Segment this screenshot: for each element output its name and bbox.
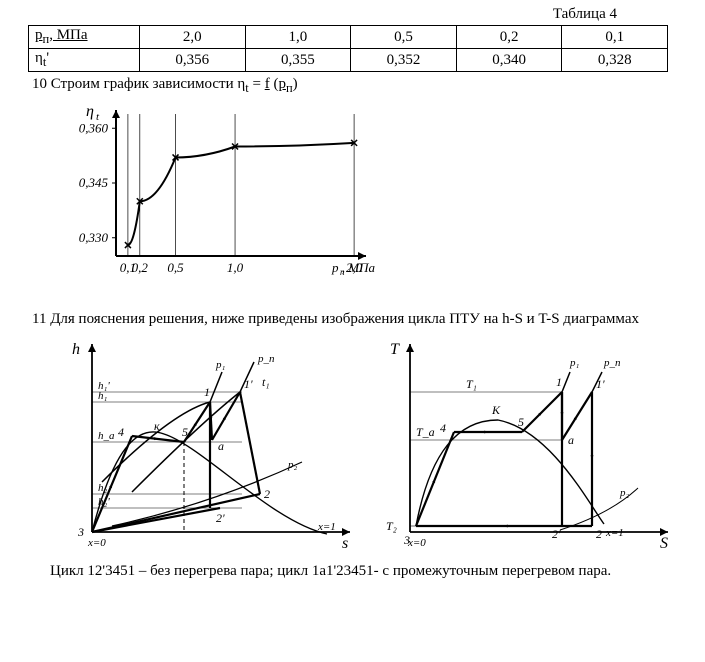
svg-text:0,345: 0,345: [79, 175, 109, 190]
svg-text:x=0: x=0: [87, 537, 106, 549]
svg-text:p_п: p_п: [603, 357, 621, 369]
svg-text:5: 5: [182, 425, 188, 439]
svg-text:t₁: t₁: [262, 375, 270, 389]
svg-text:p₁: p₁: [215, 359, 226, 371]
svg-text:4: 4: [440, 421, 446, 435]
svg-text:p , МПа: p , МПа: [331, 260, 375, 275]
svg-text:h: h: [72, 341, 80, 358]
svg-text:п: п: [340, 267, 345, 277]
cell: 0,352: [351, 49, 457, 72]
svg-text:η: η: [86, 103, 94, 120]
svg-text:4: 4: [118, 425, 124, 439]
svg-text:s: s: [342, 535, 348, 552]
row1-label: pп, МПа: [29, 26, 140, 49]
cell: 0,356: [140, 49, 246, 72]
svg-text:0,330: 0,330: [79, 230, 109, 245]
svg-text:2': 2': [552, 527, 561, 541]
svg-text:0,2: 0,2: [132, 260, 149, 275]
svg-text:0,5: 0,5: [167, 260, 184, 275]
cell: 2,0: [140, 26, 246, 49]
svg-text:T: T: [390, 341, 400, 358]
ts-diagram: TST₁T_aT₂11'p₁p_п45Ka22'3p₂x=0x=1: [368, 334, 678, 559]
table-row: pп, МПа 2,0 1,0 0,5 0,2 0,1: [29, 26, 668, 49]
cell: 0,328: [562, 49, 668, 72]
diagram-caption: Цикл 12'3451 – без перегрева пара; цикл …: [50, 563, 687, 580]
svg-text:T_a: T_a: [416, 425, 435, 439]
svg-text:5: 5: [518, 415, 524, 429]
svg-text:0,360: 0,360: [79, 120, 109, 135]
svg-text:T₁: T₁: [466, 377, 477, 391]
svg-text:a: a: [568, 433, 574, 447]
cell: 1,0: [245, 26, 351, 49]
svg-text:h_a: h_a: [98, 430, 115, 442]
cell: 0,2: [456, 26, 562, 49]
cell: 0,340: [456, 49, 562, 72]
svg-text:2: 2: [596, 527, 602, 541]
table-caption: Таблица 4: [28, 6, 687, 23]
svg-text:h₂: h₂: [98, 482, 108, 494]
svg-text:x=1: x=1: [605, 527, 624, 539]
svg-text:3: 3: [77, 525, 84, 539]
text-line-10: 10 Строим график зависимости ηt = f (pп): [32, 76, 687, 96]
table-row: ηt' 0,356 0,355 0,352 0,340 0,328: [29, 49, 668, 72]
svg-text:1': 1': [596, 377, 605, 391]
svg-text:p₁: p₁: [569, 357, 580, 369]
eta-chart: 0,3300,3450,3600,10,20,51,02,0ηtp , МПап: [58, 102, 687, 297]
svg-text:p₂: p₂: [287, 459, 298, 471]
data-table: pп, МПа 2,0 1,0 0,5 0,2 0,1 ηt' 0,356 0,…: [28, 25, 668, 72]
svg-text:1': 1': [244, 377, 253, 391]
svg-text:h₁: h₁: [98, 390, 108, 402]
svg-text:S: S: [660, 535, 668, 552]
svg-text:p_п: p_п: [257, 353, 275, 365]
svg-text:2': 2': [216, 511, 225, 525]
text-line-11: 11 Для пояснения решения, ниже приведены…: [32, 311, 687, 328]
svg-text:h₂': h₂': [98, 496, 110, 508]
svg-text:K: K: [491, 403, 501, 417]
svg-text:x=0: x=0: [407, 537, 426, 549]
svg-text:p₂: p₂: [619, 487, 630, 499]
svg-text:к: к: [154, 419, 160, 433]
svg-text:x=1: x=1: [317, 521, 336, 533]
row2-label: ηt': [29, 49, 140, 72]
cell: 0,1: [562, 26, 668, 49]
cell: 0,355: [245, 49, 351, 72]
cell: 0,5: [351, 26, 457, 49]
svg-text:1: 1: [556, 375, 562, 389]
svg-text:2: 2: [264, 487, 270, 501]
svg-text:1: 1: [204, 385, 210, 399]
svg-text:a: a: [218, 439, 224, 453]
svg-text:1,0: 1,0: [227, 260, 244, 275]
hs-diagram: hsh₁'h₁h_ah₂h₂'11't₁p₁p_п22'345кap₂x=0x=…: [50, 334, 360, 559]
svg-text:T₂: T₂: [386, 519, 397, 533]
